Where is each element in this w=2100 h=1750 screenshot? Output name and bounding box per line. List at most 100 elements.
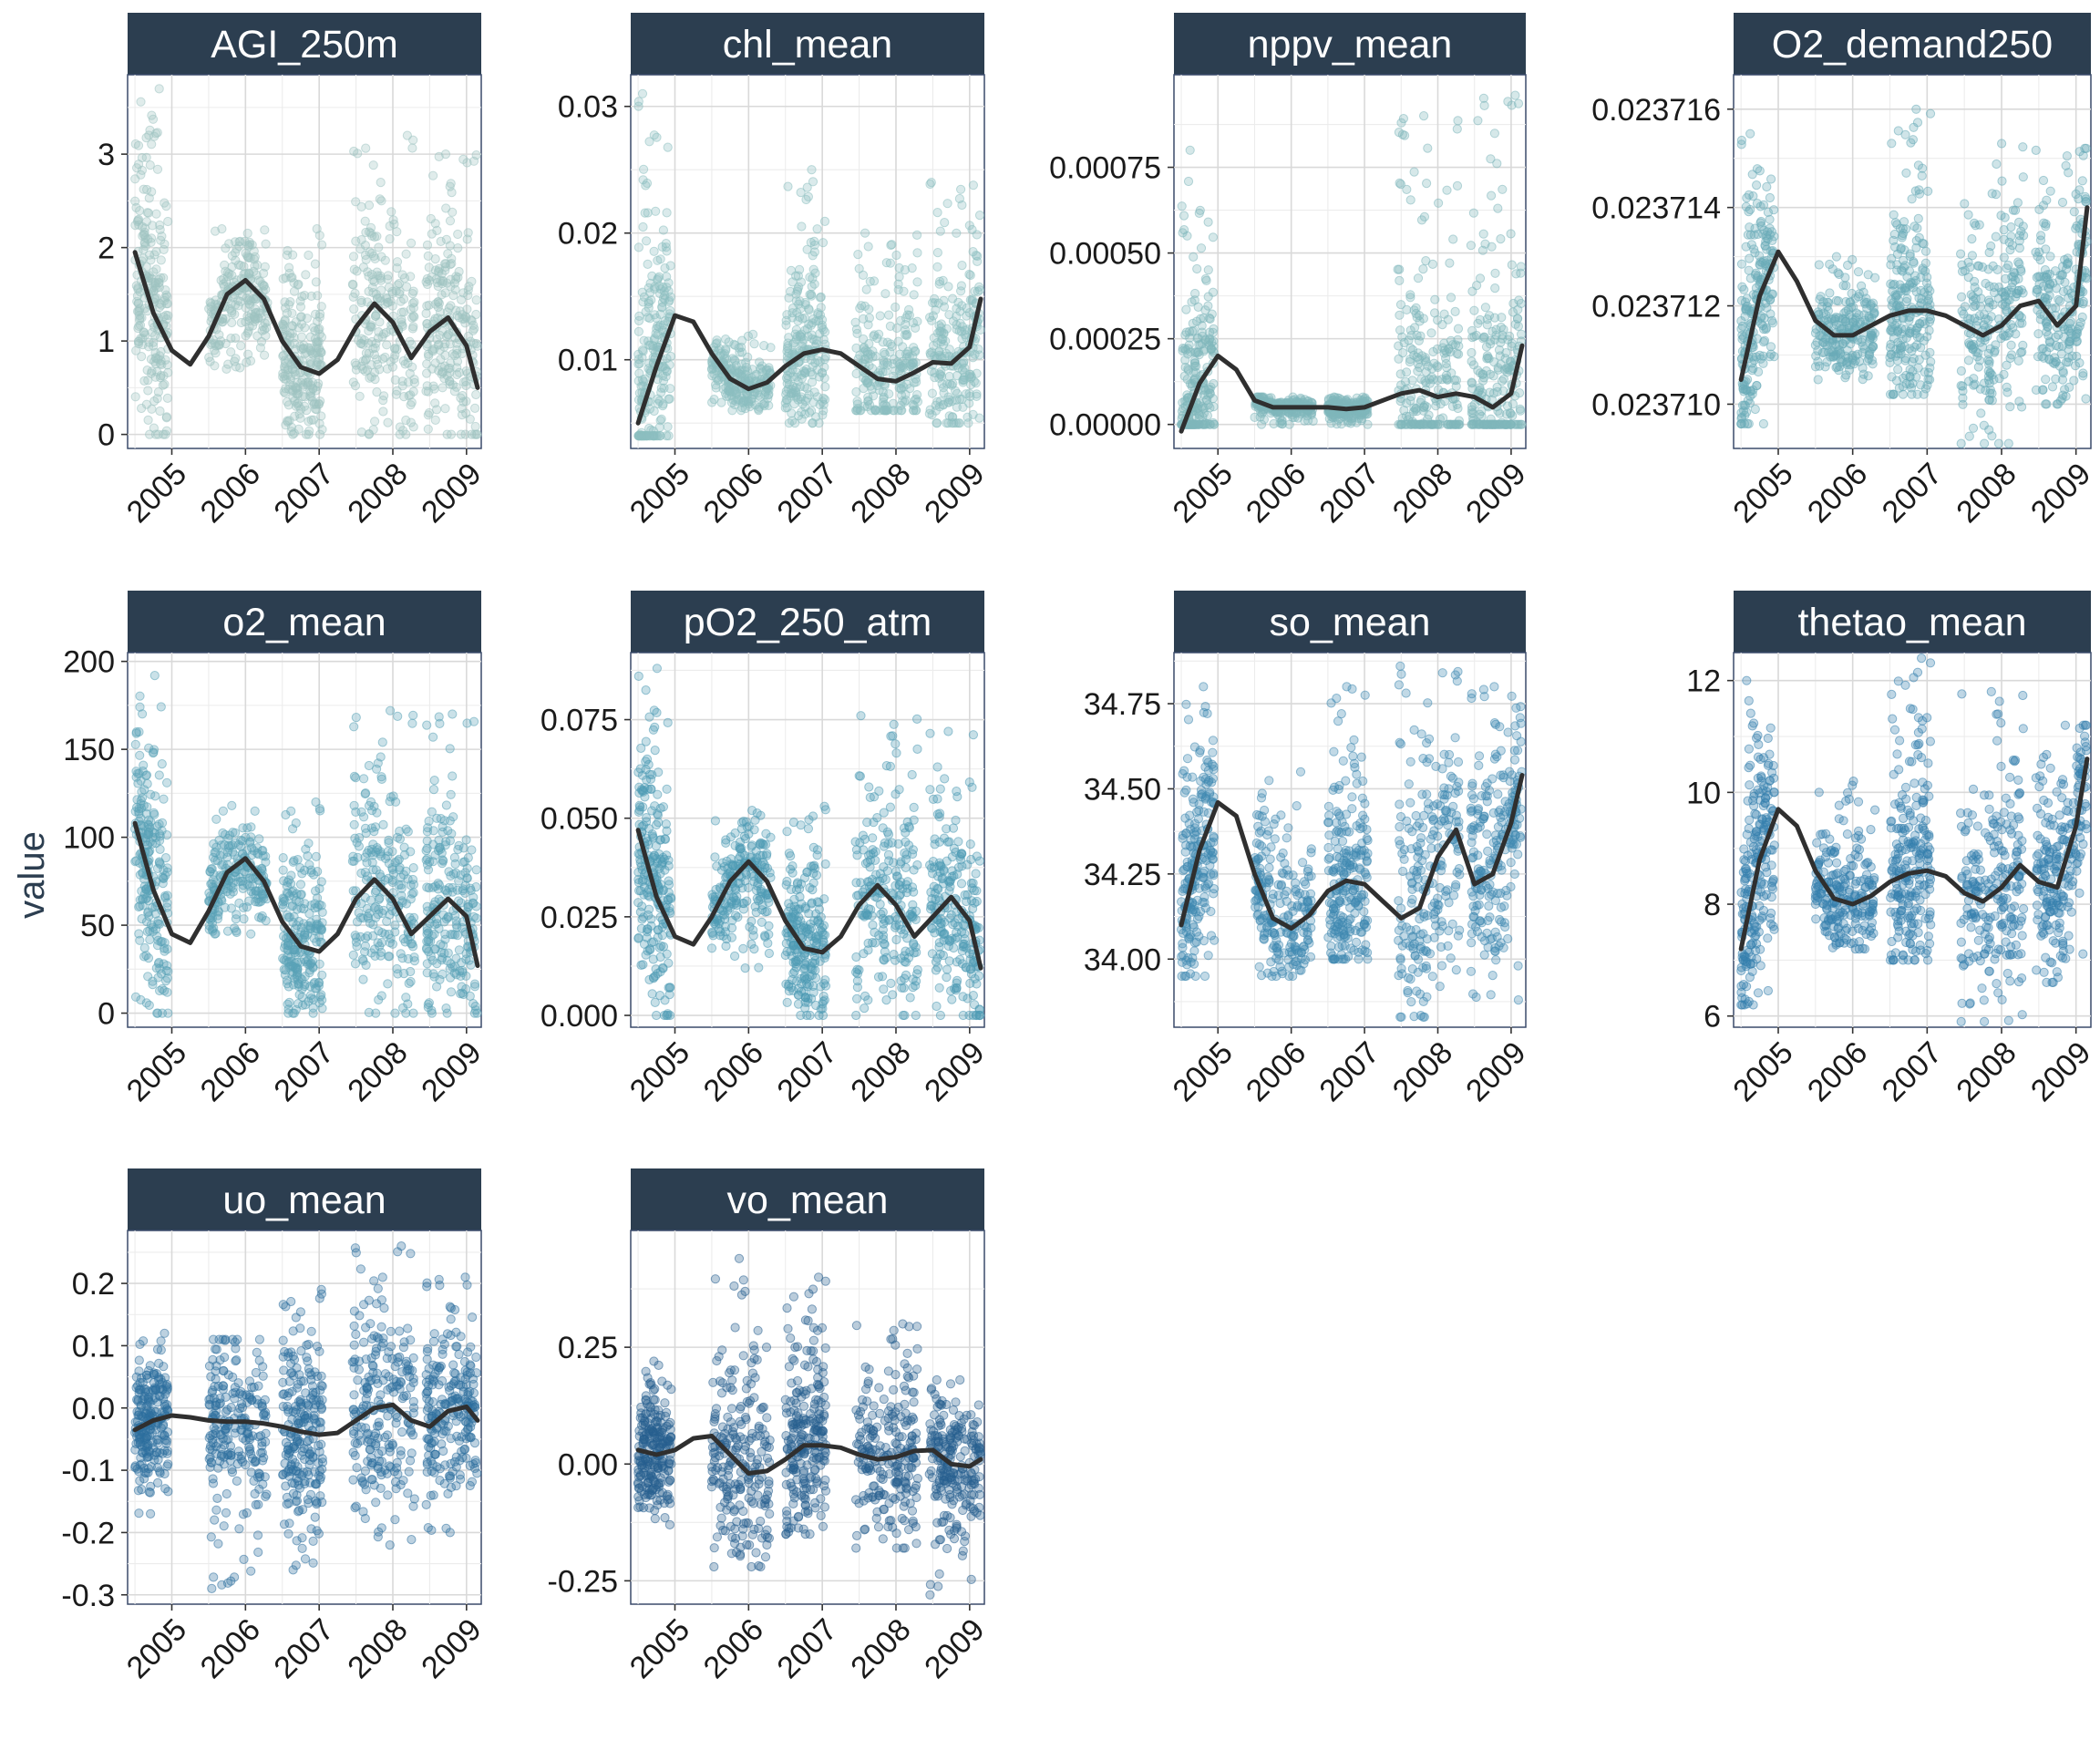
scatter-point bbox=[422, 381, 432, 391]
scatter-point bbox=[712, 338, 722, 348]
x-tick-label: 2009 bbox=[918, 457, 991, 530]
scatter-point bbox=[1284, 419, 1294, 429]
y-tick-label: 0.01 bbox=[558, 344, 618, 378]
scatter-point bbox=[1909, 122, 1919, 132]
scatter-point bbox=[154, 274, 164, 284]
scatter-point bbox=[157, 759, 167, 769]
scatter-point bbox=[423, 410, 433, 420]
scatter-point bbox=[141, 262, 151, 272]
scatter-point bbox=[422, 359, 432, 369]
scatter-points bbox=[130, 84, 483, 439]
facet-title: chl_mean bbox=[723, 23, 892, 67]
scatter-point bbox=[875, 311, 885, 321]
scatter-point bbox=[886, 240, 896, 251]
scatter-point bbox=[1473, 116, 1483, 126]
scatter-point bbox=[1484, 311, 1495, 321]
scatter-point bbox=[1813, 375, 1823, 385]
scatter-point bbox=[1434, 198, 1444, 208]
scatter-point bbox=[956, 184, 966, 194]
x-tick-label: 2009 bbox=[415, 457, 488, 530]
scatter-point bbox=[1269, 418, 1279, 429]
scatter-point bbox=[1758, 337, 1769, 347]
scatter-point bbox=[145, 250, 155, 260]
scatter-point bbox=[1750, 248, 1760, 258]
scatter-point bbox=[1407, 376, 1417, 386]
scatter-point bbox=[1907, 389, 1917, 399]
scatter-point bbox=[1479, 373, 1489, 383]
scatter-point bbox=[1762, 181, 1772, 192]
scatter-point bbox=[2054, 361, 2064, 371]
scatter-point bbox=[1974, 220, 1984, 230]
scatter-point bbox=[1413, 366, 1423, 376]
scatter-point bbox=[1745, 129, 1755, 139]
scatter-point bbox=[1958, 399, 1968, 409]
scatter-point bbox=[1836, 355, 1846, 365]
scatter-point bbox=[968, 180, 979, 190]
scatter-point bbox=[880, 406, 890, 416]
scatter-point bbox=[139, 942, 149, 953]
scatter-point bbox=[1396, 380, 1406, 390]
scatter-point bbox=[1395, 369, 1405, 379]
scatter-point bbox=[944, 310, 954, 320]
scatter-point bbox=[1963, 355, 1974, 365]
x-tick-label: 2006 bbox=[194, 457, 267, 530]
scatter-point bbox=[974, 285, 985, 295]
scatter-point bbox=[1976, 408, 1986, 418]
scatter-point bbox=[808, 177, 818, 187]
scatter-point bbox=[409, 375, 419, 385]
scatter-point bbox=[2044, 291, 2054, 301]
scatter-point bbox=[884, 310, 894, 320]
scatter-point bbox=[633, 326, 644, 336]
scatter-point bbox=[440, 149, 451, 160]
scatter-point bbox=[1963, 210, 1973, 220]
scatter-point bbox=[262, 323, 272, 333]
y-tick-label: 100 bbox=[63, 821, 115, 856]
scatter-point bbox=[869, 276, 880, 286]
scatter-point bbox=[907, 263, 917, 273]
scatter-point bbox=[304, 429, 314, 439]
scatter-point bbox=[1916, 343, 1926, 353]
scatter-point bbox=[1477, 407, 1487, 417]
scatter-point bbox=[1736, 135, 1747, 146]
scatter-point bbox=[1833, 296, 1844, 306]
scatter-point bbox=[1755, 260, 1765, 270]
scatter-point bbox=[932, 418, 942, 428]
scatter-point bbox=[1893, 349, 1903, 359]
x-tick-label: 2006 bbox=[1801, 457, 1874, 530]
scatter-point bbox=[859, 334, 869, 345]
scatter-point bbox=[901, 349, 911, 359]
scatter-point bbox=[806, 237, 816, 248]
scatter-point bbox=[210, 361, 220, 371]
panel-background bbox=[127, 74, 482, 449]
scatter-point bbox=[288, 250, 298, 260]
scatter-point bbox=[788, 308, 798, 318]
scatter-point bbox=[650, 310, 660, 320]
scatter-point bbox=[383, 417, 393, 427]
scatter-point bbox=[637, 88, 648, 98]
scatter-point bbox=[642, 178, 653, 189]
y-tick-label: 0.00000 bbox=[1049, 408, 1161, 443]
scatter-point bbox=[1758, 358, 1768, 368]
scatter-point bbox=[250, 252, 260, 262]
scatter-point bbox=[392, 257, 403, 267]
scatter-point bbox=[138, 709, 148, 719]
scatter-point bbox=[161, 314, 172, 324]
scatter-point bbox=[1395, 264, 1405, 274]
x-tick-label: 2006 bbox=[194, 1035, 267, 1108]
scatter-point bbox=[1427, 259, 1438, 269]
scatter-point bbox=[664, 278, 674, 288]
scatter-point bbox=[1745, 204, 1755, 215]
scatter-point bbox=[348, 252, 359, 262]
scatter-point bbox=[2035, 255, 2045, 265]
scatter-point bbox=[1920, 258, 1930, 268]
scatter-point bbox=[1978, 342, 1988, 352]
scatter-point bbox=[657, 303, 667, 313]
scatter-point bbox=[2014, 217, 2024, 227]
scatter-point bbox=[1188, 419, 1199, 429]
scatter-point bbox=[453, 273, 463, 283]
scatter-point bbox=[1479, 100, 1489, 111]
scatter-point bbox=[1429, 358, 1439, 368]
scatter-point bbox=[896, 400, 906, 410]
scatter-point bbox=[430, 254, 440, 264]
scatter-point bbox=[283, 300, 294, 310]
